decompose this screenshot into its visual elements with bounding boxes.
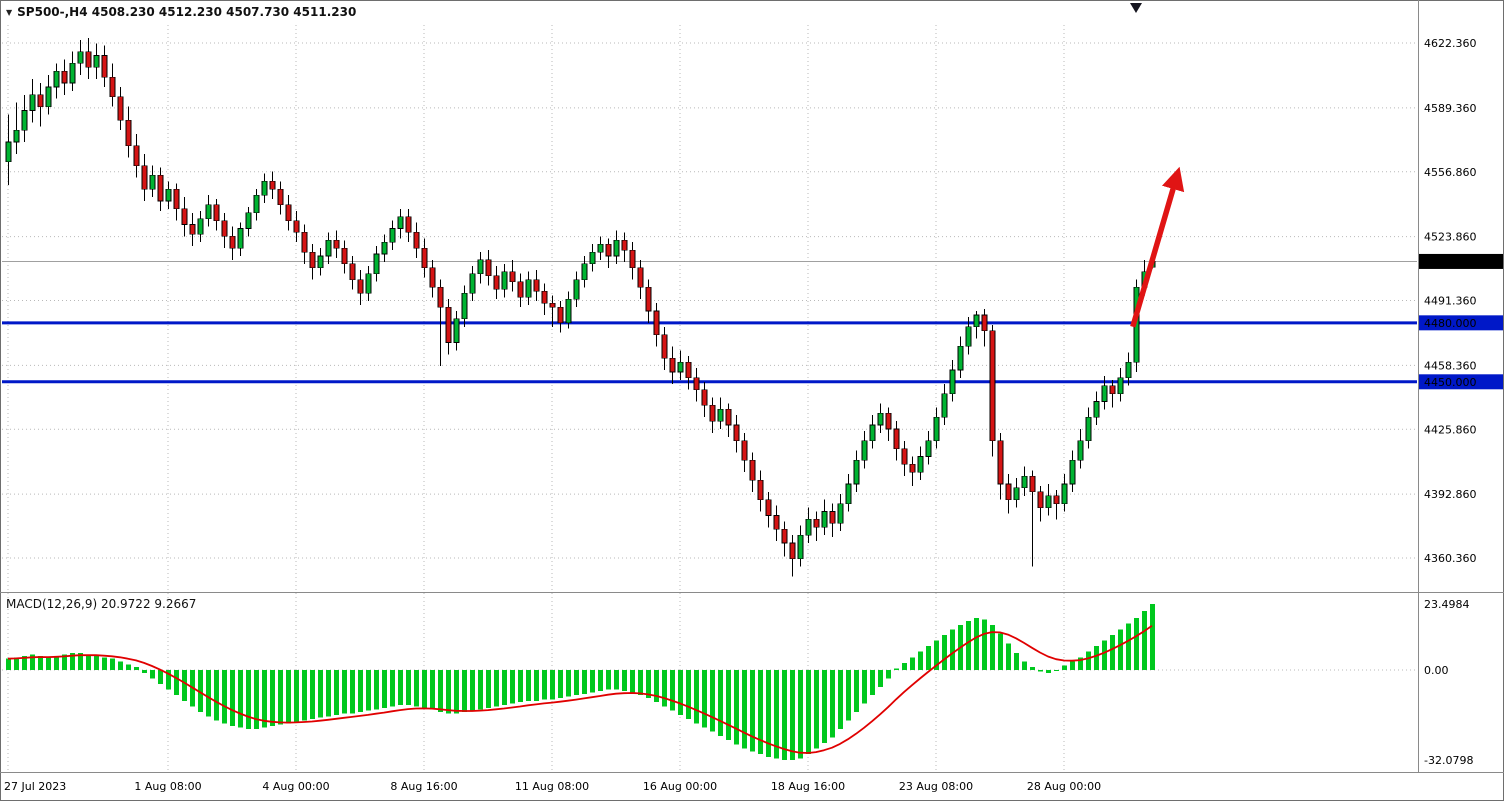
time-axis[interactable] (0, 772, 1504, 801)
svg-text:0.00: 0.00 (1424, 664, 1449, 677)
svg-text:8 Aug 16:00: 8 Aug 16:00 (390, 780, 457, 793)
macd-signal-line (7, 625, 1153, 754)
chart-header: ▼ SP500-,H4 4508.230 4512.230 4507.730 4… (6, 5, 356, 19)
symbol-dropdown-icon[interactable]: ▼ (6, 7, 13, 17)
svg-text:11 Aug 08:00: 11 Aug 08:00 (515, 780, 589, 793)
svg-text:1 Aug 08:00: 1 Aug 08:00 (134, 780, 201, 793)
svg-text:16 Aug 00:00: 16 Aug 00:00 (643, 780, 717, 793)
candlesticks (5, 37, 1156, 577)
axis-lines (0, 0, 1504, 773)
bar-marker-icon (1130, 3, 1142, 13)
svg-text:23 Aug 08:00: 23 Aug 08:00 (899, 780, 973, 793)
svg-text:4622.360: 4622.360 (1424, 37, 1477, 50)
svg-text:4511.230: 4511.230 (1424, 255, 1477, 268)
price-axis[interactable] (1419, 0, 1504, 772)
svg-text:18 Aug 16:00: 18 Aug 16:00 (771, 780, 845, 793)
svg-text:-32.0798: -32.0798 (1424, 754, 1473, 767)
svg-text:23.4984: 23.4984 (1424, 598, 1470, 611)
support-resistance-lines[interactable] (2, 321, 1417, 384)
symbol-ohlc-text: SP500-,H4 4508.230 4512.230 4507.730 451… (17, 5, 357, 19)
current-price-badge (1419, 253, 1503, 269)
svg-text:4523.860: 4523.860 (1424, 231, 1477, 244)
svg-text:4392.860: 4392.860 (1424, 488, 1477, 501)
svg-text:28 Aug 00:00: 28 Aug 00:00 (1027, 780, 1101, 793)
svg-text:4491.360: 4491.360 (1424, 295, 1477, 308)
svg-text:4458.360: 4458.360 (1424, 359, 1477, 372)
macd-axis-labels: 23.4984 0.00 -32.0798 (1424, 598, 1473, 767)
svg-text:4360.360: 4360.360 (1424, 552, 1477, 565)
macd-panel (6, 603, 1155, 761)
level-price-badge (1419, 315, 1503, 331)
trend-arrow[interactable] (1130, 166, 1185, 328)
svg-text:4 Aug 00:00: 4 Aug 00:00 (262, 780, 329, 793)
svg-text:4589.360: 4589.360 (1424, 102, 1477, 115)
price-axis-labels: 4622.360 4589.360 4556.860 4523.860 4491.360… (1424, 37, 1477, 565)
svg-text:27 Jul 2023: 27 Jul 2023 (4, 780, 66, 793)
svg-text:4556.860: 4556.860 (1424, 166, 1477, 179)
level-price-badge (1419, 374, 1503, 390)
svg-text:4425.860: 4425.860 (1424, 423, 1477, 436)
svg-text:4480.000: 4480.000 (1424, 317, 1477, 330)
macd-indicator-label: MACD(12,26,9) 20.9722 9.2667 (6, 597, 197, 611)
time-axis-labels: 27 Jul 2023 1 Aug 08:00 4 Aug 00:00 8 Aug 1… (4, 780, 1101, 793)
